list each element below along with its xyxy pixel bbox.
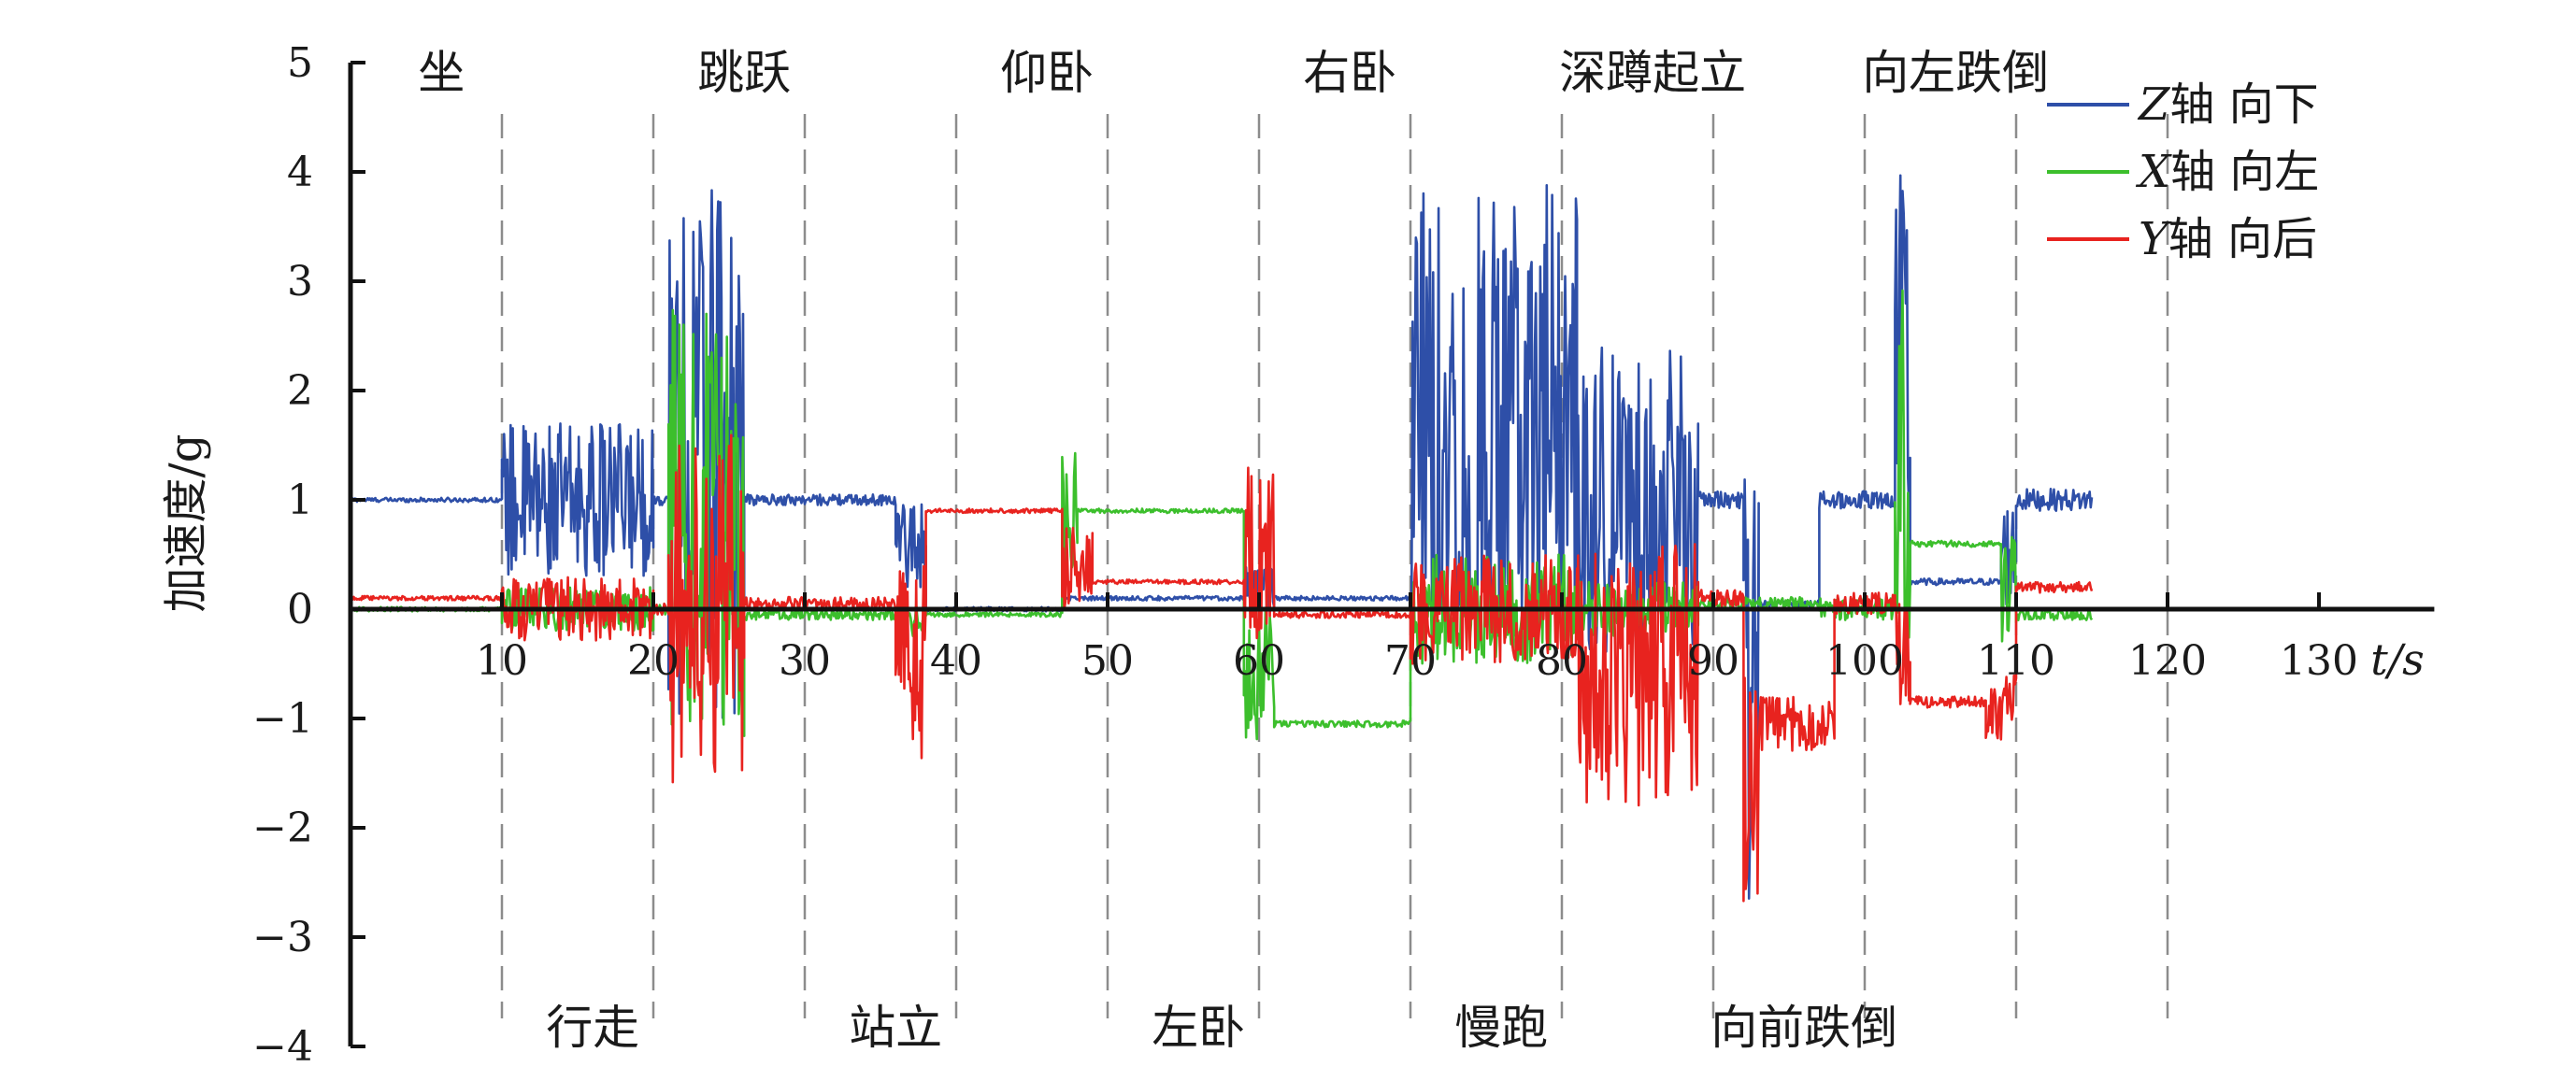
data-series [349, 174, 2094, 903]
activity-label-bottom: 左卧 [1152, 1001, 1245, 1055]
x-tick-label: 60 [1233, 637, 1285, 685]
x-tick-label: 20 [627, 637, 680, 685]
activity-label-top: 跳跃 [697, 46, 791, 100]
y-tick-label: 1 [287, 476, 313, 524]
x-tick-label: 110 [1977, 637, 2055, 685]
x-tick-label: 70 [1384, 637, 1437, 685]
x-tick-label: 40 [930, 637, 982, 685]
legend-axis-letter: Z [2137, 78, 2171, 131]
legend-label-z: Z轴 向下 [2137, 78, 2319, 131]
legend-axis-text: 轴 向下 [2169, 78, 2318, 131]
phase-dividers [500, 114, 2169, 1018]
x-tick-label: 100 [1825, 637, 1904, 685]
x-tick-label: 80 [1536, 637, 1588, 685]
series-line-z [349, 174, 2094, 900]
x-tick-label: 120 [2128, 637, 2207, 685]
series-line-y [350, 434, 2094, 903]
x-axis-label: t/s [2370, 634, 2425, 685]
activity-label-top: 右卧 [1303, 46, 1396, 100]
activity-label-bottom: 站立 [849, 1001, 942, 1055]
x-tick-label: 90 [1687, 637, 1739, 685]
activity-label-top: 仰卧 [1000, 46, 1094, 100]
y-tick-label: 0 [287, 586, 313, 633]
legend-axis-text: 轴 向后 [2168, 213, 2317, 265]
x-tick-label: 10 [476, 637, 528, 685]
y-tick-label: −4 [252, 1023, 313, 1071]
legend-axis-letter: Y [2139, 213, 2172, 265]
y-tick-label: −1 [252, 695, 313, 743]
activity-label-bottom: 行走 [546, 1001, 639, 1055]
y-tick-label: 4 [287, 149, 313, 196]
legend-axis-text: 轴 向左 [2170, 146, 2319, 198]
activity-label-top: 向左跌倒 [1862, 46, 2049, 100]
legend-label-x: X轴 向左 [2135, 146, 2319, 198]
activity-label-bottom: 慢跑 [1454, 1001, 1548, 1055]
legend: Z轴 向下 X轴 向左 Y轴 向后 [2047, 78, 2319, 265]
x-tick-label: 130 [2280, 637, 2358, 685]
y-axis-label: 加速度/g [160, 434, 212, 613]
y-tick-label: −3 [252, 914, 313, 961]
legend-axis-letter: X [2135, 146, 2172, 198]
activity-label-bottom: 向前跌倒 [1710, 1001, 1897, 1055]
y-tick-label: 3 [287, 258, 313, 306]
y-tick-label: 5 [287, 39, 313, 87]
activity-label-top: 深蹲起立 [1559, 46, 1746, 100]
legend-label-y: Y轴 向后 [2139, 213, 2317, 265]
y-tick-label: −2 [252, 804, 313, 852]
x-tick-label: 30 [779, 637, 831, 685]
y-tick-label: 2 [287, 367, 313, 415]
x-tick-label: 50 [1081, 637, 1134, 685]
activity-label-top: 坐 [418, 46, 465, 100]
